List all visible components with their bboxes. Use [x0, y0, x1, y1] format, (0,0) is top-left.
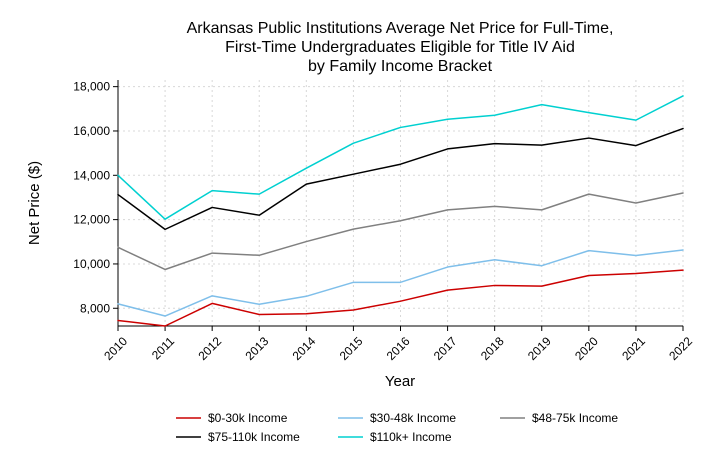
x-tick-label: 2021 — [619, 334, 648, 363]
x-tick-label: 2014 — [290, 334, 319, 363]
x-tick-label: 2017 — [431, 334, 460, 363]
y-tick-label: 16,000 — [73, 124, 110, 138]
series-line-0 — [117, 269, 684, 327]
grid-layer — [117, 80, 684, 326]
y-tick-label: 12,000 — [73, 213, 110, 227]
y-axis-title: Net Price ($) — [26, 161, 43, 245]
legend: $0-30k Income $30-48k Income $48-75k Incom… — [176, 411, 618, 444]
x-axis-title: Year — [385, 373, 415, 390]
series-layer — [117, 95, 684, 327]
y-tick-label: 14,000 — [73, 168, 110, 182]
x-tick-label: 2022 — [666, 334, 695, 363]
series-line-1 — [117, 249, 684, 317]
legend-label-1: $30-48k Income — [370, 411, 456, 425]
y-tick-label: 8,000 — [80, 301, 110, 315]
x-tick-label: 2012 — [195, 334, 224, 363]
legend-label-0: $0-30k Income — [208, 411, 288, 425]
x-tick-label: 2020 — [572, 334, 601, 363]
y-tick-label: 18,000 — [73, 80, 110, 94]
chart-title-line-2: First-Time Undergraduates Eligible for T… — [225, 39, 575, 56]
x-tick-label: 2018 — [478, 334, 507, 363]
x-tick-label: 2016 — [384, 334, 413, 363]
series-line-3 — [117, 127, 684, 231]
legend-label-3: $75-110k Income — [208, 430, 300, 444]
axis-layer: 2010 2011 2012 2013 2014 2015 2016 2017 2018 2019… — [73, 80, 695, 363]
x-tick-label: 2013 — [243, 334, 272, 363]
series-line-4 — [117, 95, 684, 220]
x-tick-label: 2010 — [101, 334, 130, 363]
series-line-2 — [117, 192, 684, 271]
chart-title-line-1: Arkansas Public Institutions Average Net… — [187, 20, 614, 37]
x-tick-label: 2015 — [337, 334, 366, 363]
y-tick-label: 10,000 — [73, 257, 110, 271]
chart-title-line-3: by Family Income Bracket — [308, 58, 493, 75]
x-tick-label: 2011 — [149, 334, 177, 362]
legend-label-2: $48-75k Income — [532, 411, 618, 425]
x-tick-label: 2019 — [525, 334, 554, 363]
legend-label-4: $110k+ Income — [370, 430, 452, 444]
